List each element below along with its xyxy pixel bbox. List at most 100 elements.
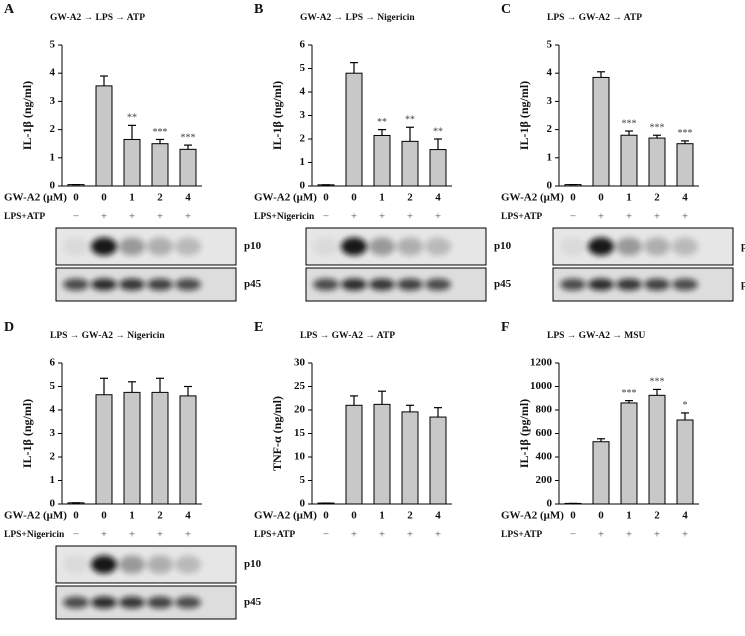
bar [620, 402, 638, 505]
blot-band [644, 278, 670, 291]
x-tick-label: 0 [323, 192, 329, 204]
treatment-sign: + [101, 529, 107, 541]
blot-band [369, 278, 395, 291]
treatment-label: LPS+ATP [254, 530, 295, 540]
blot-band [63, 555, 89, 574]
blot-band [313, 278, 339, 291]
blot-band [560, 278, 586, 291]
chart-title: GW-A2 → LPS → Nigericin [300, 13, 415, 23]
treatment-sign: + [157, 211, 163, 223]
y-tick-label: 2 [547, 123, 553, 135]
x-tick-label: 0 [351, 192, 357, 204]
panel-letter: A [4, 2, 15, 17]
x-tick-label: 2 [407, 510, 413, 522]
x-axis-label: GW-A2 (μM) [501, 510, 564, 522]
treatment-sign: + [598, 211, 604, 223]
blot-label: p45 [494, 278, 512, 290]
blot-band [63, 596, 89, 609]
treatment-sign: + [682, 529, 688, 541]
x-tick-label: 0 [101, 192, 107, 204]
bar [401, 140, 419, 187]
treatment-sign: + [626, 211, 632, 223]
y-tick-label: 2 [300, 133, 306, 145]
x-tick-label: 0 [351, 510, 357, 522]
bar [429, 416, 447, 505]
significance: *** [650, 377, 665, 388]
chart-title: LPS → GW-A2 → ATP [300, 331, 395, 341]
treatment-sign: + [351, 211, 357, 223]
blot [55, 227, 237, 266]
blot-band [63, 278, 89, 291]
y-tick-label: 0 [300, 498, 306, 510]
y-tick-label: 5 [50, 39, 56, 51]
y-tick-label: 400 [536, 451, 553, 463]
y-axis-label: IL-1β (ng/ml) [270, 81, 284, 150]
blot-band [588, 237, 614, 256]
y-tick-label: 0 [547, 498, 553, 510]
treatment-sign: + [407, 211, 413, 223]
bar [151, 143, 169, 187]
blot-band [175, 596, 201, 609]
treatment-sign: + [185, 211, 191, 223]
bar [373, 403, 391, 505]
blot-band [616, 278, 642, 291]
chart-title: LPS → GW-A2 → MSU [547, 331, 645, 341]
bar [676, 419, 694, 505]
x-axis-label: GW-A2 (μM) [4, 510, 67, 522]
blot-band [175, 278, 201, 291]
panel-letter: F [501, 320, 510, 335]
bar [179, 395, 197, 505]
x-axis-label: GW-A2 (μM) [4, 192, 67, 204]
treatment-sign: + [129, 211, 135, 223]
treatment-sign: + [682, 211, 688, 223]
bar [179, 148, 197, 187]
x-tick-label: 4 [682, 510, 688, 522]
y-tick-label: 30 [294, 357, 306, 369]
treatment-sign: + [157, 529, 163, 541]
x-tick-label: 4 [435, 510, 441, 522]
x-tick-label: 1 [626, 510, 632, 522]
y-axis-label: IL-1β (ng/ml) [20, 399, 34, 468]
y-tick-label: 1 [547, 151, 553, 163]
panel-letter: E [254, 320, 263, 335]
blot-band [616, 237, 642, 256]
panel-letter: C [501, 2, 511, 17]
x-tick-label: 2 [654, 192, 660, 204]
blot-band [425, 237, 451, 256]
treatment-sign: + [598, 529, 604, 541]
x-tick-label: 0 [73, 510, 79, 522]
y-tick-label: 3 [300, 109, 306, 121]
treatment-sign: + [654, 529, 660, 541]
y-tick-label: 20 [294, 404, 306, 416]
blot-band [91, 278, 117, 291]
chart-title: LPS → GW-A2 → Nigericin [50, 331, 165, 341]
treatment-sign: − [323, 529, 329, 541]
y-tick-label: 3 [547, 95, 553, 107]
treatment-label: LPS+ATP [4, 212, 45, 222]
chart-title: GW-A2 → LPS → ATP [50, 13, 145, 23]
bar [592, 76, 610, 187]
y-axis-label: IL-1β (ng/ml) [517, 81, 531, 150]
blot-band [147, 278, 173, 291]
treatment-sign: + [654, 211, 660, 223]
blot-label: p10 [741, 240, 745, 252]
blot-band [91, 596, 117, 609]
significance: ** [377, 117, 387, 128]
blot-label: p10 [244, 558, 262, 570]
x-tick-label: 2 [407, 192, 413, 204]
treatment-sign: + [435, 211, 441, 223]
treatment-sign: − [323, 211, 329, 223]
treatment-label: LPS+ATP [501, 212, 542, 222]
blot-label: p45 [244, 278, 262, 290]
bar [123, 391, 141, 505]
blot-label: p10 [244, 240, 262, 252]
blot-band [175, 555, 201, 574]
treatment-sign: − [570, 211, 576, 223]
treatment-sign: − [570, 529, 576, 541]
treatment-sign: + [351, 529, 357, 541]
x-tick-label: 1 [626, 192, 632, 204]
y-tick-label: 0 [547, 180, 553, 192]
bar [592, 441, 610, 505]
x-axis-label: GW-A2 (μM) [501, 192, 564, 204]
treatment-sign: + [129, 529, 135, 541]
